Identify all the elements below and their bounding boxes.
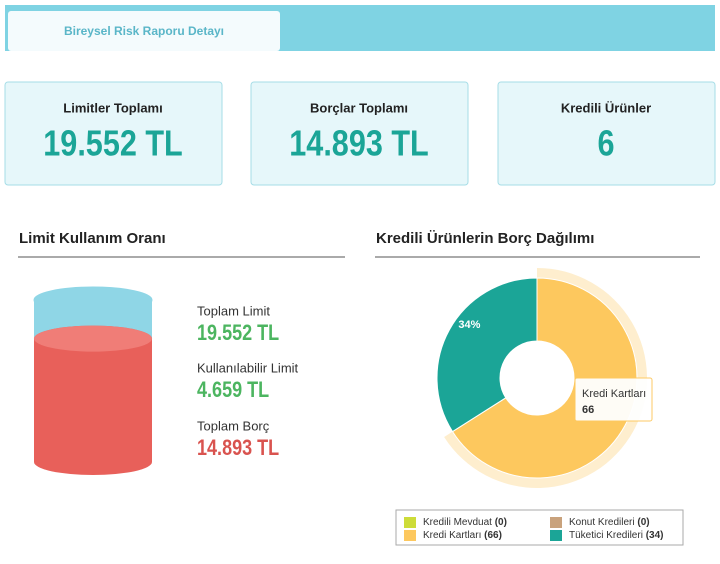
legend-name: Kredi Kartları xyxy=(423,530,481,541)
tooltip-title: Kredi Kartları xyxy=(582,388,646,400)
legend-name: Konut Kredileri xyxy=(569,517,635,528)
card-title: Kredili Ürünler xyxy=(561,100,651,115)
legend-label: Kredi Kartları (66) xyxy=(423,530,502,541)
card-value: 6 xyxy=(597,124,614,164)
legend-name: Kredili Mevduat xyxy=(423,517,492,528)
legend-swatch xyxy=(404,530,416,541)
data-label: 34% xyxy=(458,319,480,331)
legend-swatch xyxy=(404,517,416,528)
legend-value: (34) xyxy=(646,530,664,541)
card-title: Borçlar Toplamı xyxy=(310,100,408,115)
limit-value: 14.893 TL xyxy=(197,436,279,460)
legend-value: (0) xyxy=(637,517,649,528)
section-title: Kredili Ürünlerin Borç Dağılımı xyxy=(376,230,594,247)
tab-label[interactable]: Bireysel Risk Raporu Detayı xyxy=(64,24,224,38)
legend-swatch xyxy=(550,530,562,541)
card xyxy=(250,81,469,186)
card xyxy=(4,81,223,186)
legend-name: Tüketici Kredileri xyxy=(569,530,643,541)
legend-label: Kredili Mevduat (0) xyxy=(423,517,507,528)
limit-value: 4.659 TL xyxy=(197,378,269,402)
legend-swatch xyxy=(550,517,562,528)
limit-label: Kullanılabilir Limit xyxy=(197,360,299,375)
legend-label: Tüketici Kredileri (34) xyxy=(569,530,664,541)
card-value: 19.552 TL xyxy=(43,124,182,164)
legend-box xyxy=(395,509,684,546)
pie-slice xyxy=(451,277,638,479)
cylinder-debt xyxy=(34,325,152,475)
tooltip xyxy=(574,377,653,422)
legend-label: Konut Kredileri (0) xyxy=(569,517,650,528)
section-title: Limit Kullanım Oranı xyxy=(19,230,166,247)
card xyxy=(497,81,716,186)
cylinder-debt-top xyxy=(34,325,152,352)
limit-label: Toplam Limit xyxy=(197,303,270,318)
legend-value: (0) xyxy=(495,517,507,528)
limit-label: Toplam Borç xyxy=(197,418,270,433)
limit-value: 19.552 TL xyxy=(197,321,279,345)
card-value: 14.893 TL xyxy=(289,124,428,164)
card-title: Limitler Toplamı xyxy=(63,100,162,115)
pie-slice xyxy=(436,277,538,433)
tab[interactable] xyxy=(8,11,280,51)
legend-value: (66) xyxy=(484,530,502,541)
tooltip-value: 66 xyxy=(582,404,594,416)
